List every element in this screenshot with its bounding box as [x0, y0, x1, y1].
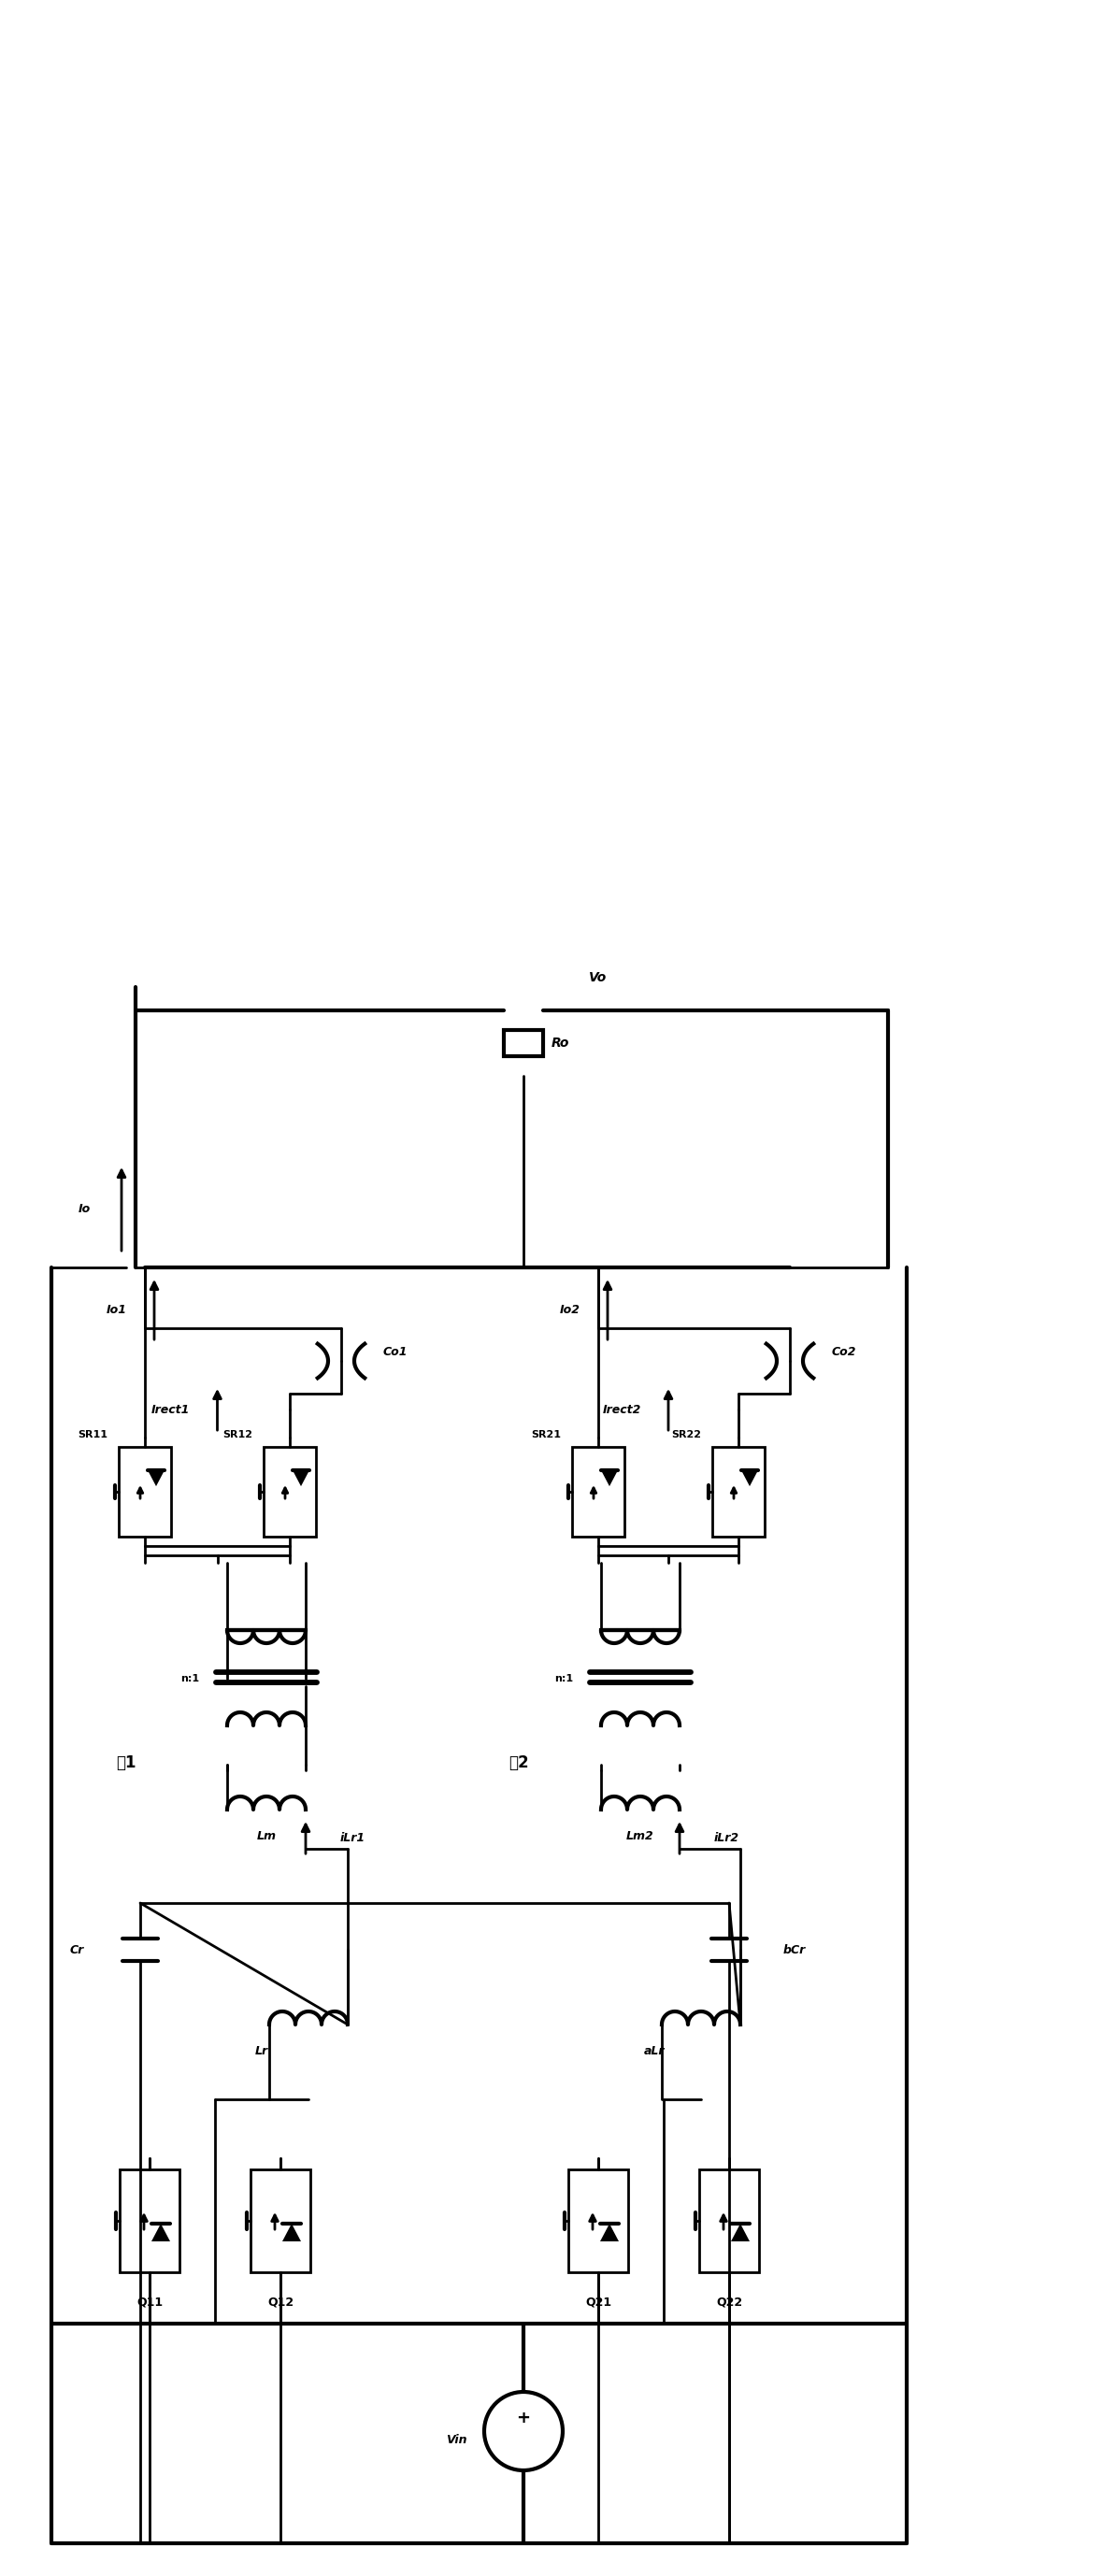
Text: bCr: bCr — [783, 1945, 806, 1955]
Text: iLr2: iLr2 — [714, 1832, 739, 1844]
Text: Vin: Vin — [447, 2434, 468, 2447]
Text: n:1: n:1 — [180, 1674, 200, 1682]
Text: SR22: SR22 — [671, 1430, 702, 1440]
Polygon shape — [148, 1471, 164, 1486]
Text: Irect2: Irect2 — [602, 1404, 641, 1417]
Polygon shape — [601, 1471, 618, 1486]
Text: Ro: Ro — [552, 1036, 569, 1048]
FancyBboxPatch shape — [713, 1448, 764, 1538]
FancyBboxPatch shape — [699, 2169, 759, 2272]
Text: Lm: Lm — [257, 1829, 276, 1842]
Polygon shape — [292, 1471, 310, 1486]
Text: aLr: aLr — [644, 2045, 665, 2058]
FancyBboxPatch shape — [568, 2169, 628, 2272]
Text: Lr: Lr — [255, 2045, 268, 2058]
Polygon shape — [741, 1471, 758, 1486]
Text: n:1: n:1 — [554, 1674, 572, 1682]
Text: Io1: Io1 — [107, 1303, 127, 1316]
Circle shape — [484, 2393, 563, 2470]
Text: Io: Io — [78, 1203, 90, 1216]
Text: SR12: SR12 — [223, 1430, 253, 1440]
Text: Irect1: Irect1 — [151, 1404, 190, 1417]
Polygon shape — [731, 2223, 750, 2241]
Polygon shape — [600, 2223, 619, 2241]
Text: 相2: 相2 — [508, 1754, 529, 1772]
FancyBboxPatch shape — [504, 1030, 543, 1056]
Text: Io2: Io2 — [560, 1303, 580, 1316]
Text: +: + — [516, 2409, 531, 2427]
Polygon shape — [151, 2223, 170, 2241]
FancyBboxPatch shape — [119, 2169, 180, 2272]
Polygon shape — [282, 2223, 301, 2241]
FancyBboxPatch shape — [264, 1448, 315, 1538]
Text: iLr1: iLr1 — [340, 1832, 365, 1844]
Text: Vo: Vo — [589, 971, 607, 984]
Text: Q22: Q22 — [716, 2295, 742, 2308]
Text: Lm2: Lm2 — [627, 1829, 654, 1842]
FancyBboxPatch shape — [572, 1448, 624, 1538]
Text: SR21: SR21 — [531, 1430, 560, 1440]
Text: Q11: Q11 — [137, 2295, 163, 2308]
Text: Co2: Co2 — [832, 1345, 857, 1358]
Text: SR11: SR11 — [77, 1430, 107, 1440]
Text: 相1: 相1 — [116, 1754, 137, 1772]
Text: Co1: Co1 — [383, 1345, 408, 1358]
Text: Q12: Q12 — [267, 2295, 293, 2308]
Text: Q21: Q21 — [585, 2295, 611, 2308]
FancyBboxPatch shape — [250, 2169, 310, 2272]
Text: Cr: Cr — [69, 1945, 84, 1955]
FancyBboxPatch shape — [119, 1448, 171, 1538]
